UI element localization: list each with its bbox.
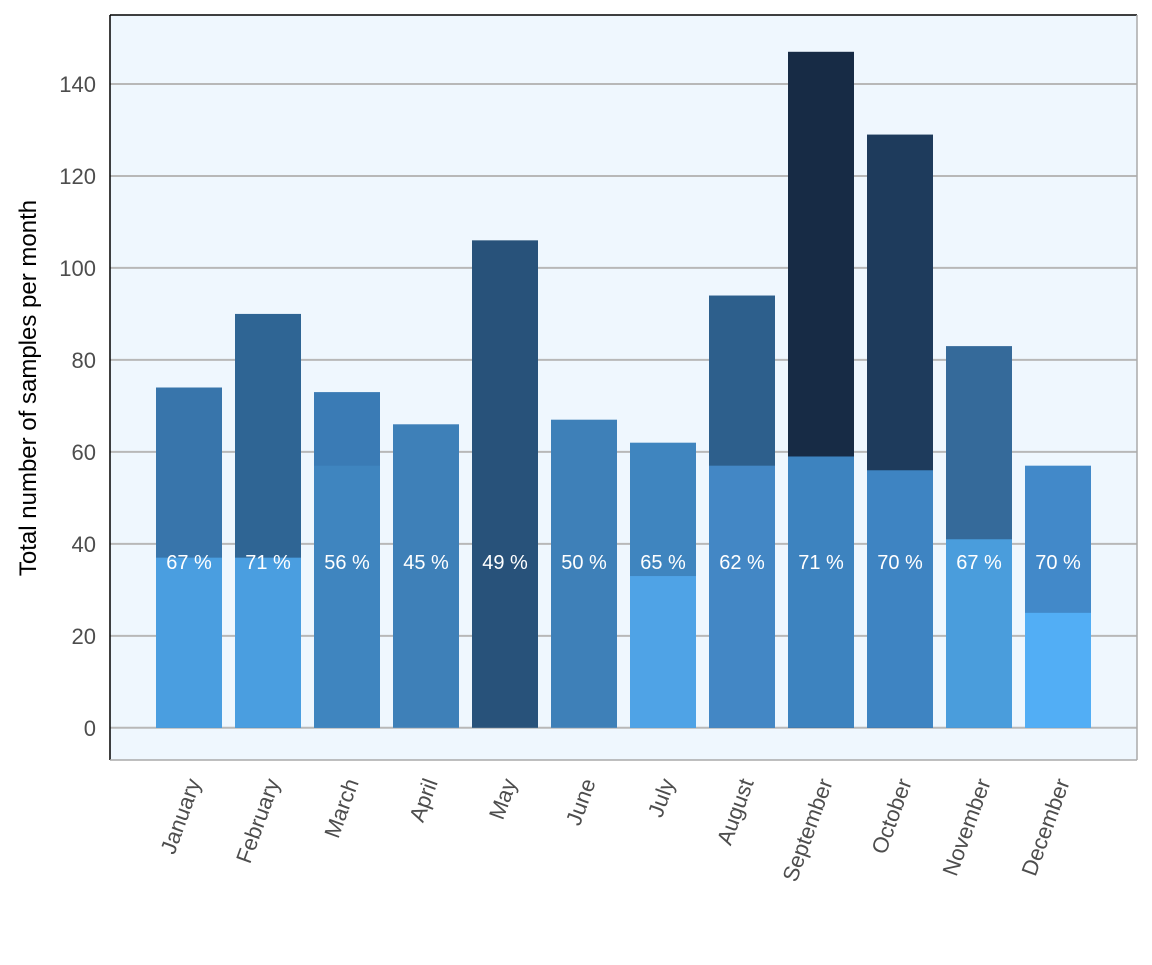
y-tick-label: 0 <box>84 716 96 741</box>
y-tick-label: 120 <box>59 164 96 189</box>
x-tick-label: February <box>231 775 285 866</box>
bar <box>393 424 459 728</box>
bar <box>709 465 775 728</box>
x-tick-label: November <box>937 775 995 879</box>
y-axis-label: Total number of samples per month <box>15 200 42 576</box>
bar <box>235 557 301 728</box>
bar <box>1025 612 1091 728</box>
bar-value-label: 71 % <box>245 552 291 574</box>
x-tick-label: September <box>777 775 837 885</box>
bar-value-label: 70 % <box>877 552 923 574</box>
bar-value-label: 50 % <box>561 552 607 574</box>
y-tick-label: 100 <box>59 256 96 281</box>
bar <box>551 419 617 728</box>
x-tick-label: October <box>866 775 916 857</box>
bar-value-label: 65 % <box>640 552 686 574</box>
bar-value-label: 56 % <box>324 552 370 574</box>
x-tick-label: January <box>155 775 205 857</box>
bar-value-label: 70 % <box>1035 552 1081 574</box>
bar <box>867 470 933 728</box>
x-tick-label: April <box>404 775 443 825</box>
y-tick-label: 140 <box>59 72 96 97</box>
bar <box>788 456 854 728</box>
y-tick-label: 40 <box>72 532 96 557</box>
x-tick-label: December <box>1016 775 1074 879</box>
y-tick-label: 20 <box>72 624 96 649</box>
bar-value-label: 45 % <box>403 552 449 574</box>
y-tick-label: 80 <box>72 348 96 373</box>
x-tick-label: March <box>319 775 363 841</box>
bar-value-label: 62 % <box>719 552 765 574</box>
bar-value-label: 49 % <box>482 552 528 574</box>
x-tick-label: June <box>561 775 601 828</box>
bar-value-label: 67 % <box>166 552 212 574</box>
x-tick-label: August <box>712 775 759 848</box>
x-tick-label: July <box>643 775 680 820</box>
bar <box>630 576 696 728</box>
bar <box>946 539 1012 728</box>
bar <box>472 240 538 728</box>
bar-value-label: 71 % <box>798 552 844 574</box>
bar <box>156 557 222 728</box>
bar-value-label: 67 % <box>956 552 1002 574</box>
y-tick-label: 60 <box>72 440 96 465</box>
x-tick-label: May <box>484 775 522 823</box>
bar <box>314 465 380 728</box>
